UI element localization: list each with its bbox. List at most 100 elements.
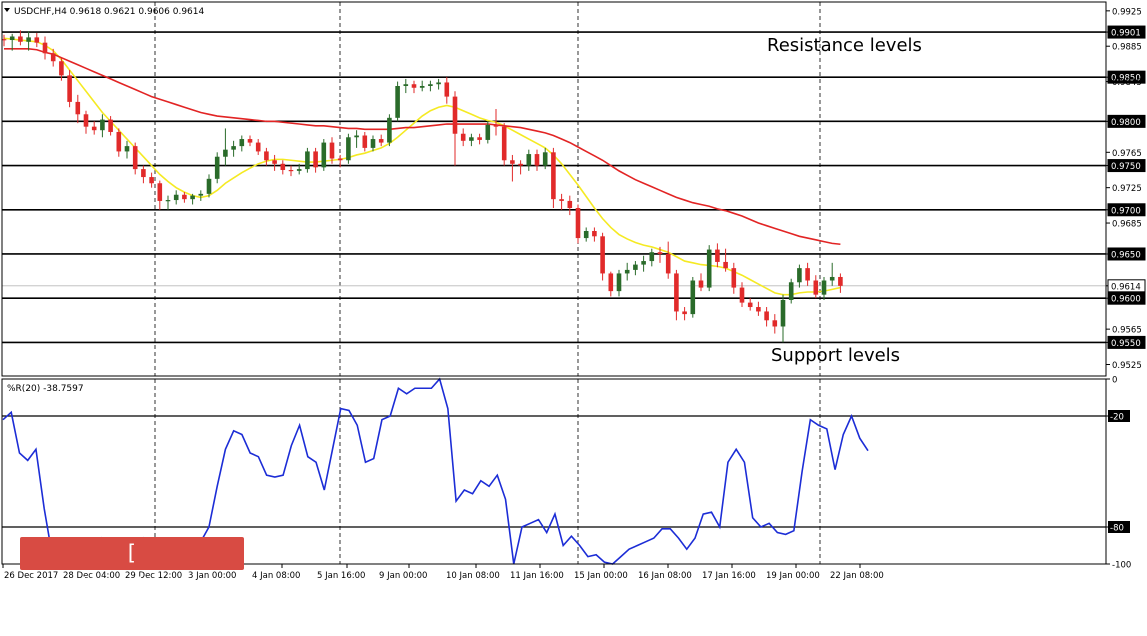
- bull-candle[interactable]: [173, 190, 179, 205]
- bull-candle[interactable]: [206, 174, 212, 198]
- bear-candle[interactable]: [149, 172, 154, 188]
- bull-candle[interactable]: [198, 190, 204, 201]
- bear-candle[interactable]: [264, 147, 269, 166]
- bear-candle[interactable]: [157, 180, 163, 210]
- bull-candle[interactable]: [821, 276, 827, 300]
- bull-candle[interactable]: [829, 262, 835, 286]
- bear-candle[interactable]: [657, 246, 663, 263]
- bear-candle[interactable]: [510, 154, 515, 182]
- bull-candle[interactable]: [305, 147, 310, 173]
- bull-candle[interactable]: [788, 278, 794, 304]
- bear-candle[interactable]: [50, 48, 56, 67]
- bull-candle[interactable]: [542, 147, 548, 170]
- bear-candle[interactable]: [501, 123, 507, 166]
- bear-candle[interactable]: [698, 273, 704, 292]
- bear-candle[interactable]: [313, 147, 318, 173]
- bear-candle[interactable]: [141, 165, 146, 184]
- bear-candle[interactable]: [329, 137, 335, 164]
- bull-candle[interactable]: [583, 227, 589, 242]
- bull-candle[interactable]: [641, 255, 646, 272]
- bull-candle[interactable]: [436, 78, 441, 90]
- bear-candle[interactable]: [477, 133, 482, 145]
- bull-candle[interactable]: [485, 121, 491, 144]
- bull-candle[interactable]: [370, 135, 376, 152]
- bear-candle[interactable]: [337, 154, 343, 168]
- bull-candle[interactable]: [165, 195, 171, 210]
- bear-candle[interactable]: [255, 139, 261, 155]
- bear-candle[interactable]: [838, 273, 843, 293]
- bull-candle[interactable]: [690, 276, 696, 318]
- bull-candle[interactable]: [231, 140, 236, 157]
- bear-candle[interactable]: [59, 57, 64, 81]
- bear-candle[interactable]: [592, 227, 597, 242]
- bull-candle[interactable]: [706, 245, 712, 292]
- bull-candle[interactable]: [649, 248, 655, 267]
- bear-candle[interactable]: [288, 165, 294, 177]
- bull-candle[interactable]: [321, 139, 327, 171]
- bear-candle[interactable]: [551, 147, 556, 209]
- bear-candle[interactable]: [575, 204, 581, 244]
- bear-candle[interactable]: [247, 135, 253, 147]
- bear-candle[interactable]: [108, 116, 113, 136]
- bear-candle[interactable]: [83, 110, 89, 134]
- bull-candle[interactable]: [419, 80, 425, 92]
- bear-candle[interactable]: [739, 282, 745, 308]
- bull-candle[interactable]: [214, 152, 220, 184]
- bear-candle[interactable]: [518, 160, 523, 175]
- bear-candle[interactable]: [600, 232, 605, 281]
- bear-candle[interactable]: [411, 80, 417, 94]
- bull-candle[interactable]: [403, 78, 409, 94]
- bear-candle[interactable]: [756, 301, 761, 316]
- bull-candle[interactable]: [124, 140, 130, 159]
- bear-candle[interactable]: [18, 30, 23, 46]
- bear-candle[interactable]: [116, 128, 122, 157]
- bear-candle[interactable]: [452, 91, 458, 166]
- bull-candle[interactable]: [190, 193, 195, 205]
- bull-candle[interactable]: [469, 133, 474, 147]
- bear-candle[interactable]: [665, 241, 671, 279]
- bull-candle[interactable]: [387, 114, 392, 147]
- bull-candle[interactable]: [26, 31, 31, 51]
- bull-candle[interactable]: [9, 33, 15, 51]
- bear-candle[interactable]: [132, 142, 138, 175]
- bear-candle[interactable]: [813, 275, 819, 299]
- bull-candle[interactable]: [354, 130, 359, 148]
- bull-candle[interactable]: [624, 262, 630, 281]
- bear-candle[interactable]: [1, 34, 7, 47]
- bear-candle[interactable]: [362, 131, 368, 152]
- bear-candle[interactable]: [772, 314, 778, 334]
- bull-candle[interactable]: [780, 294, 786, 343]
- bear-candle[interactable]: [567, 195, 573, 216]
- bull-candle[interactable]: [616, 269, 622, 297]
- bull-candle[interactable]: [100, 114, 105, 138]
- bear-candle[interactable]: [608, 271, 614, 297]
- bear-candle[interactable]: [715, 243, 720, 268]
- bear-candle[interactable]: [559, 193, 564, 210]
- bear-candle[interactable]: [674, 269, 679, 321]
- bear-candle[interactable]: [34, 32, 40, 48]
- bear-candle[interactable]: [91, 121, 97, 135]
- bull-candle[interactable]: [346, 133, 351, 164]
- bear-candle[interactable]: [534, 149, 540, 171]
- bear-candle[interactable]: [747, 298, 753, 311]
- bear-candle[interactable]: [182, 192, 187, 203]
- bull-candle[interactable]: [428, 80, 433, 92]
- bear-candle[interactable]: [460, 128, 466, 147]
- bull-candle[interactable]: [395, 81, 400, 122]
- symbol-dropdown-icon[interactable]: [4, 8, 10, 12]
- bear-candle[interactable]: [764, 307, 769, 327]
- bear-candle[interactable]: [731, 262, 737, 294]
- bear-candle[interactable]: [444, 77, 450, 104]
- bear-candle[interactable]: [493, 108, 499, 136]
- bull-candle[interactable]: [223, 128, 228, 166]
- bull-candle[interactable]: [296, 163, 302, 175]
- candles[interactable]: [1, 30, 843, 343]
- bear-candle[interactable]: [805, 262, 810, 286]
- bear-candle[interactable]: [67, 70, 72, 108]
- bull-candle[interactable]: [526, 149, 532, 171]
- bear-candle[interactable]: [42, 36, 48, 60]
- bear-candle[interactable]: [682, 307, 687, 321]
- bear-candle[interactable]: [75, 94, 81, 124]
- bull-candle[interactable]: [633, 261, 638, 276]
